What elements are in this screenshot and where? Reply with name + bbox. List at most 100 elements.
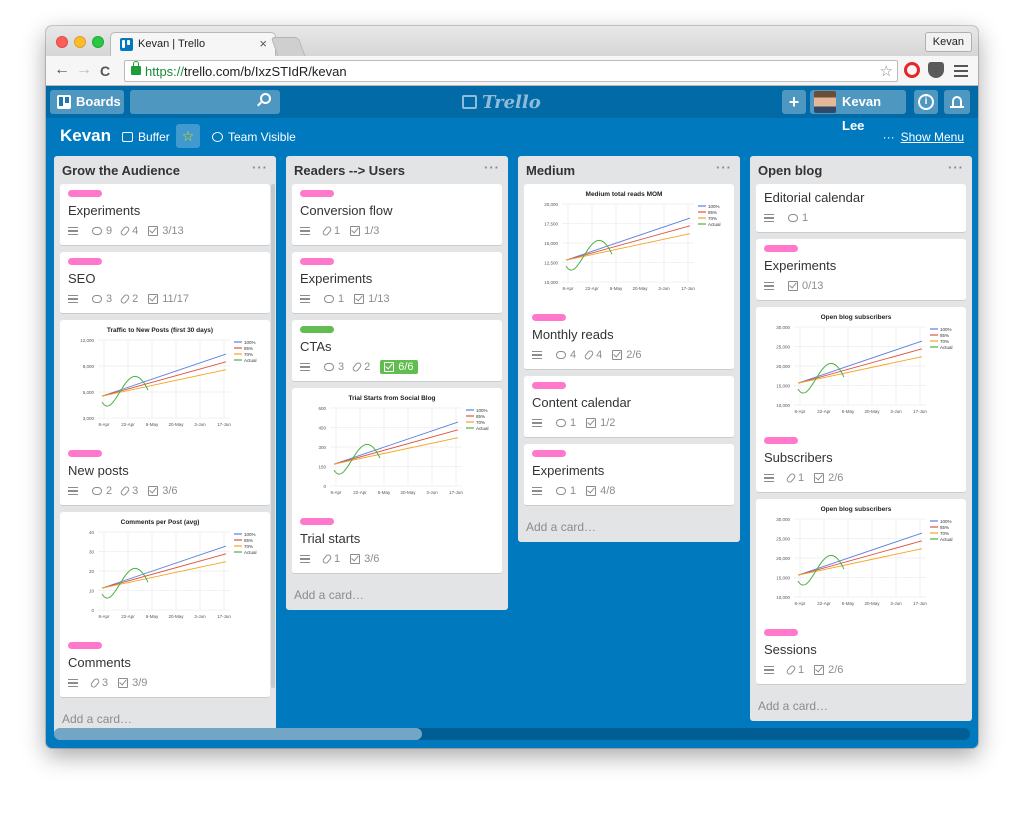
- scrollbar-thumb[interactable]: [54, 728, 422, 740]
- card[interactable]: Open blog subscribers 30,000 25,000 20,000 1…: [756, 499, 966, 685]
- attachment-icon: [321, 225, 333, 237]
- card-label: [532, 314, 566, 321]
- card[interactable]: Trial Starts from Social Blog 600 450 300 15…: [292, 388, 502, 574]
- opera-extension-icon[interactable]: [904, 62, 920, 78]
- card[interactable]: Comments per Post (avg) 40 30 20 10 0 8-Apr 22-…: [60, 512, 270, 698]
- checklist-icon: [814, 665, 825, 675]
- x-tick-label: 17-Jun: [913, 409, 927, 414]
- user-menu-button[interactable]: Kevan Lee: [810, 90, 906, 133]
- list-header[interactable]: Medium ···: [526, 160, 732, 178]
- reload-button[interactable]: C: [100, 63, 111, 79]
- description-icon: [532, 419, 542, 427]
- info-button[interactable]: i: [914, 90, 938, 114]
- card-title: Content calendar: [532, 395, 632, 410]
- card[interactable]: Experiments 1 4/8: [524, 444, 734, 506]
- series-line: [797, 348, 923, 384]
- card[interactable]: Editorial calendar 1: [756, 184, 966, 233]
- description-icon: [300, 555, 310, 563]
- add-card-button[interactable]: Add a card…: [526, 520, 597, 534]
- show-menu-link[interactable]: ··· Show Menu: [882, 130, 964, 144]
- card[interactable]: Medium total reads MOM 20,000 17,500 15,000…: [524, 184, 734, 370]
- card[interactable]: Traffic to New Posts (first 30 days) 12,0…: [60, 320, 270, 506]
- x-tick-label: 17-Jun: [681, 286, 695, 291]
- x-tick-label: 8-Apr: [98, 422, 110, 427]
- bookmark-star-icon[interactable]: ☆: [879, 63, 893, 80]
- add-card-button[interactable]: Add a card…: [758, 699, 829, 713]
- pocket-extension-icon[interactable]: [928, 62, 944, 78]
- boards-button[interactable]: Boards: [50, 90, 124, 114]
- add-card-button[interactable]: Add a card…: [62, 712, 133, 726]
- chart-title: Medium total reads MOM: [586, 191, 663, 198]
- minimize-window-button[interactable]: [74, 36, 86, 48]
- series-line: [797, 362, 845, 394]
- profile-button[interactable]: Kevan: [924, 32, 972, 52]
- card[interactable]: Experiments 1 1/13: [292, 252, 502, 314]
- avatar: [814, 91, 836, 113]
- legend-entry: 100%: [476, 408, 488, 413]
- list-header[interactable]: Open blog ···: [758, 160, 964, 178]
- card[interactable]: Conversion flow 1 1/3: [292, 184, 502, 246]
- tab-close-icon[interactable]: ×: [259, 36, 267, 51]
- card-label: [68, 450, 102, 457]
- browser-menu-icon[interactable]: [954, 65, 968, 77]
- x-tick-label: 22-Apr: [121, 614, 135, 619]
- card[interactable]: Open blog subscribers 30,000 25,000 20,000 1…: [756, 307, 966, 493]
- chart-title: Open blog subscribers: [821, 314, 892, 321]
- description-icon: [532, 351, 542, 359]
- visibility-button[interactable]: Team Visible: [212, 130, 296, 144]
- checklist-icon: [350, 554, 361, 564]
- team-button[interactable]: Buffer: [122, 130, 170, 144]
- legend-entry: 85%: [244, 346, 253, 351]
- search-icon[interactable]: [260, 93, 271, 104]
- chart-image: Medium total reads MOM 20,000 17,500 15,000…: [544, 191, 720, 291]
- x-tick-label: 20-May: [864, 601, 880, 606]
- attachment-icon: [119, 485, 131, 497]
- card-label: [300, 258, 334, 265]
- series-line: [797, 548, 923, 576]
- card[interactable]: SEO 3 2 11/17: [60, 252, 270, 314]
- notifications-button[interactable]: [944, 90, 970, 114]
- y-tick-label: 15,000: [776, 576, 790, 581]
- star-board-button[interactable]: ☆: [176, 124, 200, 148]
- card-title: Experiments: [764, 258, 837, 273]
- board-title[interactable]: Kevan: [60, 126, 112, 145]
- browser-tab[interactable]: Kevan | Trello ×: [110, 32, 276, 56]
- legend-entry: 85%: [476, 414, 485, 419]
- list-menu-icon[interactable]: ···: [252, 160, 268, 175]
- list-header[interactable]: Readers --> Users ···: [294, 160, 500, 178]
- add-button[interactable]: +: [782, 90, 806, 114]
- card-badges: 1 1/2: [532, 415, 726, 431]
- card-badges: 3 2 6/6: [300, 359, 494, 375]
- card[interactable]: CTAs 3 2 6/6: [292, 320, 502, 382]
- y-tick-label: 600: [318, 406, 326, 411]
- board-horizontal-scrollbar[interactable]: [54, 728, 970, 740]
- comment-icon: [92, 295, 102, 303]
- list-menu-icon[interactable]: ···: [948, 160, 964, 175]
- card-title: CTAs: [300, 339, 332, 354]
- legend-entry: Actual: [476, 426, 489, 431]
- card-title: SEO: [68, 271, 96, 286]
- list-menu-icon[interactable]: ···: [484, 160, 500, 175]
- card[interactable]: Experiments 0/13: [756, 239, 966, 301]
- list-header[interactable]: Grow the Audience ···: [62, 160, 268, 178]
- team-icon: [122, 132, 133, 142]
- list-scrollbar[interactable]: [271, 184, 275, 688]
- new-tab-button[interactable]: [270, 37, 306, 56]
- series-line: [797, 554, 845, 586]
- add-card-button[interactable]: Add a card…: [294, 588, 365, 602]
- search-input[interactable]: [130, 90, 280, 114]
- card-title: Experiments: [68, 203, 141, 218]
- card[interactable]: Experiments 9 4 3/13: [60, 184, 270, 246]
- close-window-button[interactable]: [56, 36, 68, 48]
- forward-button[interactable]: →: [76, 61, 92, 78]
- card[interactable]: Content calendar 1 1/2: [524, 376, 734, 438]
- series-line: [797, 340, 923, 384]
- address-bar[interactable]: https://trello.com/b/IxzSTIdR/kevan ☆: [124, 60, 898, 82]
- list-open-blog: Open blog ··· Editorial calendar 1 Experi…: [750, 156, 972, 721]
- trello-logo[interactable]: Trello: [462, 92, 541, 113]
- attachment-icon: [119, 293, 131, 305]
- legend-entry: 70%: [476, 420, 485, 425]
- list-menu-icon[interactable]: ···: [716, 160, 732, 175]
- back-button[interactable]: ←: [54, 61, 70, 78]
- zoom-window-button[interactable]: [92, 36, 104, 48]
